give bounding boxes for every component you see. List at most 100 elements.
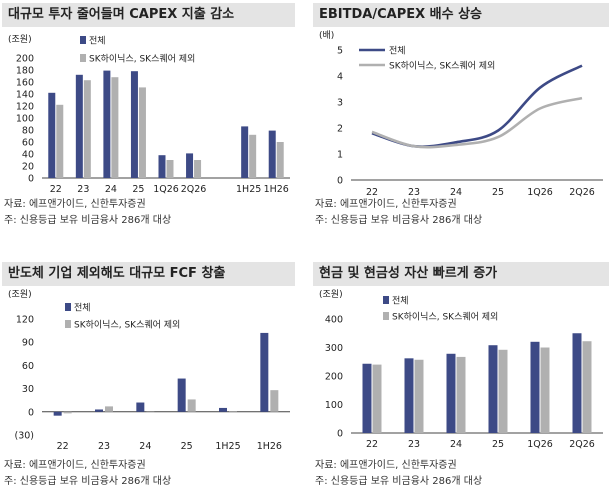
bar [260,332,269,412]
x-tick-label: 22 [50,184,62,195]
note-text: 주: 신용등급 보유 비금융사 286개 대상 [4,215,172,226]
bar [130,71,138,178]
y-tick-label: 120 [16,315,34,326]
y-tick-label: 160 [16,78,34,89]
source-text: 자료: 에프앤가이드, 신한투자증권 [315,199,457,210]
bar [572,333,582,433]
legend-label: SK하이닉스, SK스퀘어 제외 [89,53,195,65]
y-tick-label: 90 [22,338,34,349]
panel-title: 현금 및 현금성 자산 빠르게 증가 [313,262,609,286]
y-tick-label: 200 [325,372,343,383]
legend-label: SK하이닉스, SK스퀘어 제외 [392,311,498,323]
y-tick-label: 100 [16,114,34,125]
bar [530,341,540,433]
bar [540,347,550,433]
legend-swatch [65,320,71,328]
bar [186,153,194,178]
panel-title: 대규모 투자 줄어들며 CAPEX 지출 감소 [2,3,295,27]
y-tick-label: 80 [22,126,34,137]
x-tick-label: 23 [408,439,420,450]
x-tick-label: 1Q26 [527,439,553,450]
bar [75,74,83,178]
bar [56,104,64,178]
y-tick-label: 1 [337,150,343,161]
x-tick-label: 23 [77,184,89,195]
bar [219,407,227,412]
panel-title: 반도체 기업 제외해도 대규모 FCF 창출 [2,262,295,286]
bar [95,409,103,412]
legend-swatch [383,312,389,320]
source-text: 자료: 에프앤가이드, 신한투자증권 [4,460,146,471]
bar [229,411,237,412]
bar [268,130,276,178]
y-tick-label: 180 [16,66,34,77]
unit-label: (조원) [8,34,32,45]
bar [136,402,145,412]
unit-label: (조원) [8,289,32,300]
y-tick-label: 5 [337,46,343,57]
bar [166,160,174,178]
legend-label: 전체 [74,303,91,314]
y-tick-label: 300 [325,343,343,354]
legend-label: 전체 [392,296,409,307]
y-tick-label: 40 [22,150,34,161]
x-tick-label: 25 [492,187,504,198]
bar [53,411,62,416]
bar [270,390,279,412]
source-text: 자료: 에프앤가이드, 신한투자증권 [315,460,457,471]
y-tick-label: 400 [325,315,343,326]
bar [103,70,111,178]
x-tick-label: 25 [132,184,144,195]
y-tick-label: 4 [337,72,343,83]
bar [488,345,498,433]
y-tick-label: 60 [22,361,34,372]
legend-label: 전체 [89,36,106,47]
bar [177,378,186,412]
bar [456,356,466,433]
cash-bar-chart: (조원) 0 100 200 300 400 전체 SK하이닉스, SK스퀘어 제외 22 23 2… [319,289,603,450]
x-tick-label: 24 [105,184,117,195]
series-line [371,96,583,149]
note-text: 주: 신용등급 보유 비금융사 286개 대상 [315,476,483,487]
x-tick-label: 22 [366,187,378,198]
x-tick-label: 24 [450,439,462,450]
note-text: 주: 신용등급 보유 비금융사 286개 대상 [4,476,172,487]
bar [146,411,155,413]
y-tick-label: 0 [337,176,343,187]
legend-label: 전체 [389,46,406,57]
y-tick-label: 100 [325,400,343,411]
x-tick-label: 1Q26 [153,184,179,195]
bar [194,160,202,178]
source-text: 자료: 에프앤가이드, 신한투자증권 [4,199,146,210]
panel-title: EBITDA/CAPEX 배수 상승 [313,3,609,27]
bar [138,87,146,178]
bar [83,80,91,178]
x-tick-label: 1Q26 [527,187,553,198]
x-tick-label: 2Q26 [181,184,207,195]
x-tick-label: 25 [181,441,193,452]
x-tick-label: 23 [98,441,110,452]
bar [414,359,424,433]
y-tick-label: (30) [14,431,34,442]
x-tick-label: 22 [366,439,378,450]
bar [241,126,249,178]
x-tick-label: 2Q26 [569,187,595,198]
x-tick-label: 1H26 [264,184,289,195]
bar [63,411,72,414]
legend-swatch [65,303,71,311]
bar [276,142,284,178]
x-tick-label: 1H25 [215,441,240,452]
y-tick-label: 120 [16,102,34,113]
legend-swatch [80,36,86,44]
y-tick-label: 0 [28,174,34,185]
legend-swatch [80,54,86,62]
bar [372,364,382,433]
x-tick-label: 22 [57,441,69,452]
y-tick-label: 30 [22,384,34,395]
legend-swatch [383,296,389,304]
bar [498,349,508,433]
y-tick-label: 3 [337,98,343,109]
y-tick-label: 200 [16,54,34,65]
